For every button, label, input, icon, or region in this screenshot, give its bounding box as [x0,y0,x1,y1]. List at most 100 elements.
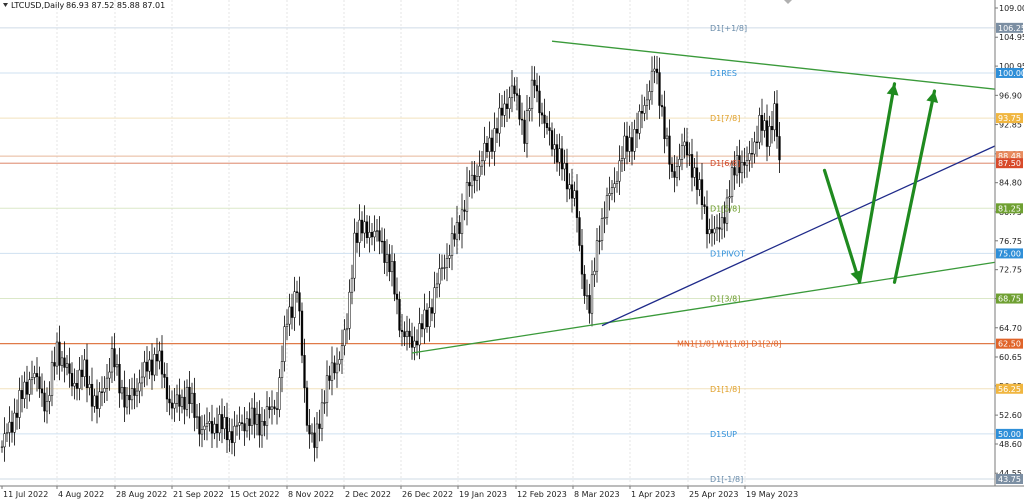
candle-body [665,135,669,140]
candle-body [173,403,176,409]
candle-body [550,130,554,150]
x-tick-label: 19 May 2023 [746,490,798,499]
candle-body [275,408,279,410]
candle-body [40,388,44,394]
trendlines [411,40,1024,354]
candle-body [118,364,121,394]
level-label: D1[3/8] [710,295,740,304]
candle-body [633,129,636,152]
shift-marker-icon[interactable] [784,0,792,4]
candle-body [360,219,364,234]
candle-body [95,395,99,409]
y-tick-label: 96.90 [999,91,1022,100]
candle-body [205,423,209,427]
candle-body [165,377,169,400]
price-tag [996,22,1023,33]
candle-body [298,292,301,312]
candle-body [383,240,386,263]
candle-body [628,137,631,152]
candle-body [105,377,109,389]
arrowhead-icon [886,83,899,96]
y-tick-label: 76.75 [999,237,1022,246]
candle-body [698,179,701,190]
candle-body [50,362,54,396]
candle-body [403,331,406,338]
candle-body [538,90,541,114]
candle-body [720,217,724,230]
candle-body [435,283,439,288]
candle-body [753,141,756,155]
y-tick-label: 48.60 [999,440,1022,449]
candle-body [593,270,596,276]
chart-header: LTCUSD,Daily 86.93 87.52 85.88 87.01 [3,1,165,10]
y-tick-label: 64.70 [999,324,1022,333]
candle-body [595,240,599,272]
candle-body [295,291,299,293]
candle-body [660,105,664,108]
candle-body [770,126,774,131]
candle-body [470,174,474,187]
candle-body [78,369,81,389]
candle-body [45,400,49,412]
candle-body [8,421,11,433]
dropdown-arrow-icon[interactable] [3,3,8,7]
candle-body [695,167,699,190]
x-axis: 11 Jul 2022 4 Aug 2022 28 Aug 2022 21 Sep 2… [1,486,798,499]
y-tick-label: 52.60 [999,411,1022,420]
candle-body [300,310,304,356]
candle-body [645,99,649,106]
candle-body [413,340,416,348]
level-label: D1[5/8] [710,204,740,213]
candle-body [318,423,321,429]
price-tag [996,383,1023,394]
price-tag-label: 88.48 [998,152,1021,161]
x-tick-label: 15 Oct 2022 [230,490,279,499]
candle-body [450,233,454,256]
candle-body [193,392,196,418]
candle-body [370,232,374,238]
candle-body [115,364,119,368]
candle-body [630,137,634,152]
candle-body [183,396,186,410]
candle-body [20,390,24,399]
candle-body [243,423,246,432]
candle-body [398,299,401,331]
candle-body [123,386,126,408]
candle-body [673,171,676,178]
candle-body [743,162,746,166]
candle-body [363,221,366,234]
candle-body [250,407,254,426]
candle-body [323,402,326,404]
candle-body [93,395,96,407]
candle-body [170,402,174,409]
candle-body [380,240,384,243]
candle-body [58,341,61,366]
candle-body [433,287,436,314]
candle-body [533,79,536,86]
candle-body [468,182,471,187]
candle-body [280,361,284,378]
candle-body [575,190,579,218]
candle-body [440,267,444,269]
candle-body [483,142,486,162]
candle-body [493,128,496,152]
candle-body [73,383,76,387]
price-tag-label: 75.00 [998,249,1021,258]
price-tag [996,158,1023,169]
candle-body [18,390,21,418]
candle-body [148,359,151,372]
candle-body [728,196,731,199]
arrowhead-icon [926,91,939,104]
price-tag-label: 43.75 [998,475,1021,484]
candle-body [773,103,776,131]
price-tag [996,248,1023,259]
candle-body [348,291,351,329]
candle-body [168,398,171,404]
candle-body [0,446,4,448]
candle-body [565,163,569,190]
candle-body [65,363,69,368]
candle-body [653,68,656,72]
candle-body [500,107,504,116]
candle-body [588,295,591,314]
